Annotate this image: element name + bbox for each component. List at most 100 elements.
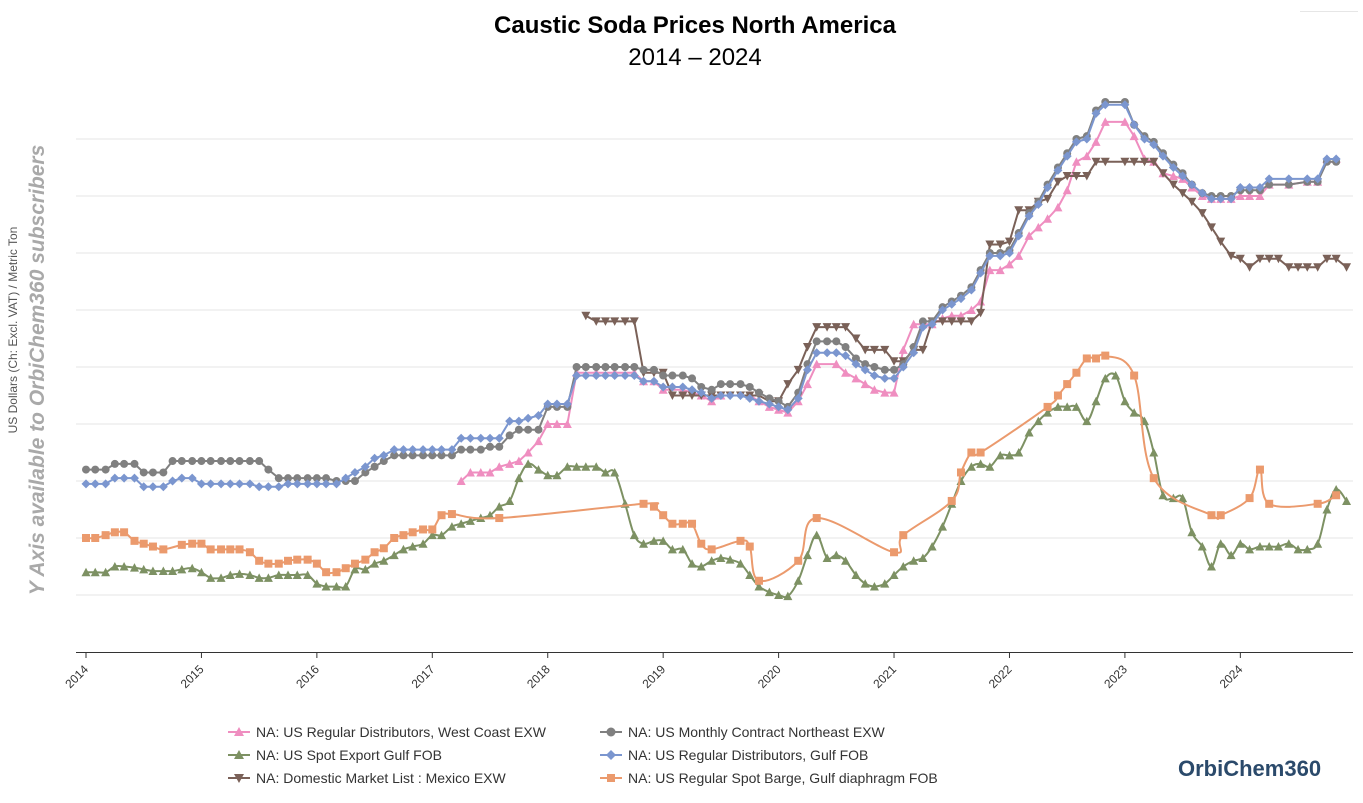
data-point [485, 433, 495, 443]
data-point [985, 462, 995, 471]
data-point [101, 479, 111, 489]
data-point [754, 396, 764, 406]
data-point [322, 568, 331, 577]
legend-item-gulf-fob[interactable]: NA: US Regular Distributors, Gulf FOB [600, 747, 868, 763]
data-point [890, 365, 899, 374]
data-point [514, 456, 524, 466]
legend-label: NA: US Regular Distributors, Gulf FOB [628, 747, 869, 763]
data-point [457, 445, 466, 454]
data-point [245, 570, 255, 580]
data-point [880, 579, 890, 588]
data-point [591, 317, 601, 326]
grid-lines [76, 138, 1353, 596]
data-point [1245, 544, 1255, 554]
data-point [909, 348, 919, 358]
legend-item-northeast[interactable]: NA: US Monthly Contract Northeast EXW [600, 724, 885, 740]
data-point [447, 451, 456, 460]
data-point [938, 317, 948, 326]
data-point [822, 553, 832, 562]
data-point [1178, 493, 1188, 503]
data-point [148, 542, 157, 551]
data-point [774, 402, 784, 412]
data-point [1158, 490, 1168, 500]
data-point [303, 479, 313, 489]
data-point [1264, 174, 1274, 184]
data-point [678, 371, 687, 380]
data-point [360, 462, 370, 472]
data-point [687, 385, 697, 395]
data-point [389, 550, 399, 560]
data-point [639, 376, 649, 386]
data-point [927, 319, 937, 329]
data-point [1216, 539, 1226, 548]
data-point [649, 376, 659, 386]
data-point [1063, 380, 1072, 389]
data-point [802, 343, 812, 352]
data-point [592, 363, 601, 371]
data-point [485, 510, 495, 520]
data-point [832, 337, 841, 346]
series-1 [81, 371, 1352, 601]
data-point [552, 399, 562, 409]
data-point [927, 542, 937, 551]
data-point [129, 473, 139, 483]
data-point [1082, 416, 1092, 426]
data-point [1331, 154, 1341, 164]
data-point [168, 476, 178, 486]
data-point [976, 268, 986, 278]
data-point [793, 576, 803, 585]
data-point [880, 373, 890, 383]
data-point [158, 566, 168, 576]
data-point [274, 474, 283, 483]
data-point [1245, 182, 1255, 192]
data-point [1014, 206, 1024, 215]
data-point [245, 548, 254, 557]
data-point [610, 363, 619, 371]
data-point [688, 374, 697, 383]
data-point [620, 371, 630, 381]
data-point [1091, 108, 1101, 118]
data-point [880, 365, 889, 374]
chart-title: Caustic Soda Prices North America [494, 12, 896, 39]
data-point [639, 365, 648, 374]
data-point [898, 562, 908, 571]
legend-item-spot-barge[interactable]: NA: US Regular Spot Barge, Gulf diaphrag… [600, 770, 938, 786]
data-point [456, 519, 466, 528]
data-point [1100, 117, 1110, 126]
data-point [995, 450, 1005, 460]
orbichem360-logo: OrbiChem360 [1178, 756, 1321, 782]
data-point [283, 570, 293, 580]
data-point [793, 365, 803, 375]
data-point [418, 445, 428, 455]
data-point [678, 544, 688, 554]
data-point [1158, 169, 1168, 178]
legend-item-spot-export[interactable]: NA: US Spot Export Gulf FOB [228, 747, 442, 763]
data-point [841, 368, 851, 377]
data-point [312, 559, 321, 568]
data-point [860, 379, 870, 389]
data-point [1053, 402, 1063, 411]
data-point [1100, 373, 1110, 383]
data-point [216, 479, 226, 489]
data-point [235, 545, 244, 554]
data-point [543, 419, 553, 428]
legend-item-mexico[interactable]: NA: Domestic Market List : Mexico EXW [228, 770, 506, 786]
data-point [206, 479, 216, 489]
data-point [725, 391, 735, 400]
data-point [861, 360, 870, 369]
legend-item-west-coast[interactable]: NA: US Regular Distributors, West Coast … [228, 724, 546, 740]
legend-label: NA: US Regular Spot Barge, Gulf diaphrag… [628, 770, 938, 786]
data-point [465, 433, 475, 443]
x-tick-label: 2022 [986, 662, 1015, 691]
data-point [139, 468, 148, 477]
data-point [793, 393, 803, 403]
chart-subtitle: 2014 – 2024 [628, 44, 762, 71]
data-point [399, 451, 408, 460]
data-point [995, 251, 1005, 261]
data-point [408, 445, 418, 455]
data-point [332, 568, 341, 577]
data-point [581, 363, 590, 371]
data-point [667, 544, 677, 554]
data-point [379, 450, 389, 460]
data-point [196, 567, 206, 577]
